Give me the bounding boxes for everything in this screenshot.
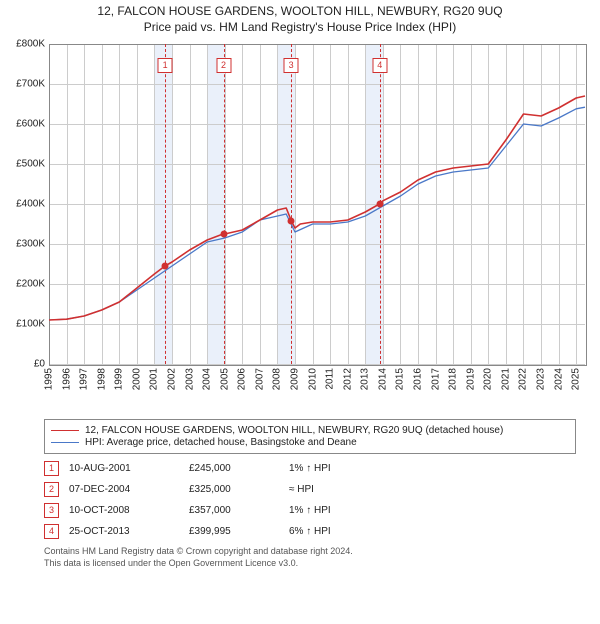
- x-tick-label: 2005: [219, 368, 230, 390]
- legend-label: HPI: Average price, detached house, Basi…: [85, 437, 357, 448]
- x-tick-label: 2025: [571, 368, 582, 390]
- page-title: 12, FALCON HOUSE GARDENS, WOOLTON HILL, …: [0, 4, 600, 18]
- x-tick-label: 2018: [448, 368, 459, 390]
- x-tick-label: 1996: [61, 368, 72, 390]
- x-tick-label: 2020: [483, 368, 494, 390]
- transaction-marker: 3: [44, 503, 59, 518]
- table-row: 3 10-OCT-2008£357,0001% ↑ HPI: [44, 500, 341, 521]
- x-tick-label: 2022: [518, 368, 529, 390]
- x-tick-label: 2015: [395, 368, 406, 390]
- x-tick-label: 2017: [430, 368, 441, 390]
- footer-text: Contains HM Land Registry data © Crown c…: [44, 546, 576, 569]
- x-tick-label: 2009: [290, 368, 301, 390]
- x-tick-label: 1999: [114, 368, 125, 390]
- x-tick-label: 1998: [96, 368, 107, 390]
- x-tick-label: 2019: [465, 368, 476, 390]
- series-line: [49, 107, 585, 320]
- legend-item: HPI: Average price, detached house, Basi…: [51, 437, 569, 448]
- table-row: 1 10-AUG-2001£245,0001% ↑ HPI: [44, 458, 341, 479]
- table-row: 2 07-DEC-2004£325,000≈ HPI: [44, 479, 341, 500]
- series-line: [49, 96, 585, 320]
- x-tick-label: 2003: [184, 368, 195, 390]
- x-tick-label: 2016: [413, 368, 424, 390]
- x-tick-label: 2002: [167, 368, 178, 390]
- transaction-marker: 1: [44, 461, 59, 476]
- x-tick-label: 2001: [149, 368, 160, 390]
- transaction-date: 07-DEC-2004: [69, 479, 189, 500]
- transaction-date: 25-OCT-2013: [69, 521, 189, 542]
- sale-dot: [376, 201, 383, 208]
- page-subtitle: Price paid vs. HM Land Registry's House …: [0, 20, 600, 34]
- x-tick-label: 2012: [342, 368, 353, 390]
- x-tick-label: 2000: [131, 368, 142, 390]
- transaction-date: 10-AUG-2001: [69, 458, 189, 479]
- x-tick-label: 2023: [536, 368, 547, 390]
- series-svg: [5, 38, 587, 366]
- transaction-delta: 6% ↑ HPI: [289, 521, 341, 542]
- footer-line-2: This data is licensed under the Open Gov…: [44, 558, 576, 570]
- x-tick-label: 2013: [360, 368, 371, 390]
- transaction-marker: 2: [44, 482, 59, 497]
- x-tick-label: 2024: [553, 368, 564, 390]
- x-tick-label: 1997: [79, 368, 90, 390]
- x-tick-label: 2014: [377, 368, 388, 390]
- sale-dot: [220, 231, 227, 238]
- legend-swatch: [51, 442, 79, 443]
- x-tick-label: 2021: [500, 368, 511, 390]
- legend: 12, FALCON HOUSE GARDENS, WOOLTON HILL, …: [44, 419, 576, 454]
- x-tick-label: 2007: [254, 368, 265, 390]
- legend-label: 12, FALCON HOUSE GARDENS, WOOLTON HILL, …: [85, 425, 503, 436]
- x-tick-label: 2006: [237, 368, 248, 390]
- sale-dot: [162, 263, 169, 270]
- transaction-price: £399,995: [189, 521, 289, 542]
- transaction-price: £325,000: [189, 479, 289, 500]
- sale-dot: [288, 218, 295, 225]
- price-chart: £0£100K£200K£300K£400K£500K£600K£700K£80…: [5, 38, 595, 413]
- transaction-date: 10-OCT-2008: [69, 500, 189, 521]
- transaction-marker: 4: [44, 524, 59, 539]
- footer-line-1: Contains HM Land Registry data © Crown c…: [44, 546, 576, 558]
- x-tick-label: 2010: [307, 368, 318, 390]
- transaction-price: £357,000: [189, 500, 289, 521]
- x-tick-label: 1995: [44, 368, 55, 390]
- transaction-price: £245,000: [189, 458, 289, 479]
- x-tick-label: 2008: [272, 368, 283, 390]
- x-tick-label: 2011: [325, 368, 336, 390]
- transactions-table: 1 10-AUG-2001£245,0001% ↑ HPI 2 07-DEC-2004…: [44, 458, 341, 542]
- x-tick-label: 2004: [202, 368, 213, 390]
- transaction-delta: 1% ↑ HPI: [289, 500, 341, 521]
- transaction-delta: 1% ↑ HPI: [289, 458, 341, 479]
- table-row: 4 25-OCT-2013£399,9956% ↑ HPI: [44, 521, 341, 542]
- legend-item: 12, FALCON HOUSE GARDENS, WOOLTON HILL, …: [51, 425, 569, 436]
- transaction-delta: ≈ HPI: [289, 479, 341, 500]
- legend-swatch: [51, 430, 79, 431]
